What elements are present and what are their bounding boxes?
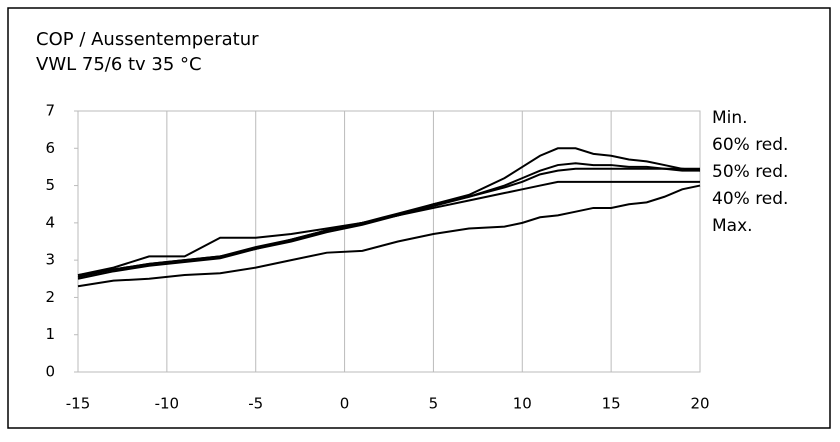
y-tick-label: 2 <box>45 288 55 306</box>
x-tick-label: -10 <box>155 395 180 413</box>
x-tick-label: -5 <box>248 395 263 413</box>
y-tick-label: 4 <box>45 213 55 231</box>
y-tick-label: 1 <box>45 325 55 343</box>
x-tick-label: 10 <box>513 395 532 413</box>
x-tick-label: -15 <box>66 395 91 413</box>
legend-label: Max. <box>712 216 753 236</box>
legend-label: 40% red. <box>712 189 788 209</box>
legend-label: Min. <box>712 108 748 128</box>
x-tick-label: 15 <box>602 395 621 413</box>
chart-subtitle: VWL 75/6 tv 35 °C <box>36 54 202 75</box>
y-tick-label: 3 <box>45 251 55 269</box>
y-tick-label: 0 <box>45 363 55 381</box>
frame <box>7 7 831 429</box>
y-tick-label: 5 <box>45 176 55 194</box>
series-line <box>77 184 701 288</box>
y-tick-label: 7 <box>45 102 55 120</box>
legend-label: 60% red. <box>712 135 788 155</box>
x-tick-label: 0 <box>340 395 350 413</box>
x-tick-label: 20 <box>690 395 709 413</box>
chart-title: COP / Aussentemperatur <box>36 29 259 50</box>
x-tick-label: 5 <box>429 395 439 413</box>
series-line <box>77 180 700 277</box>
y-tick-label: 6 <box>45 139 55 157</box>
plot-area <box>77 110 701 373</box>
legend-label: 50% red. <box>712 162 788 182</box>
series-line <box>77 167 700 278</box>
